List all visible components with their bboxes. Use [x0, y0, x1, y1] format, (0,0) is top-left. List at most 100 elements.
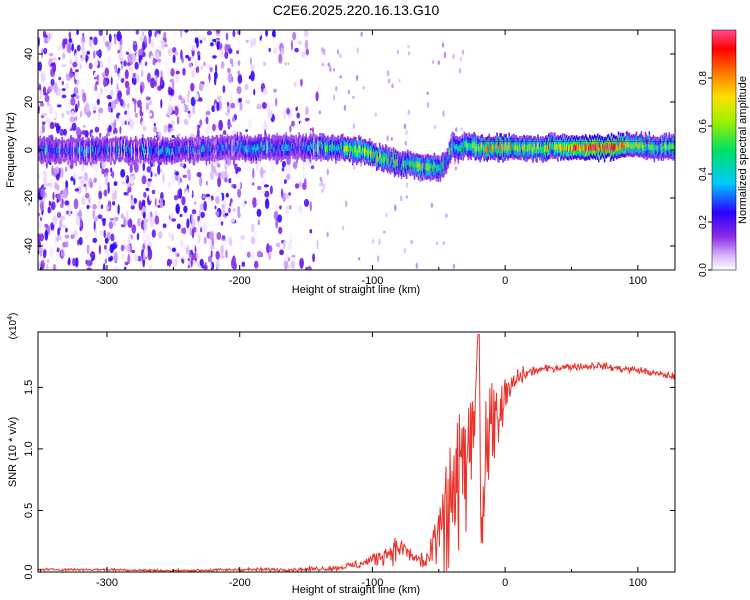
- ridge-cell: [486, 146, 488, 153]
- ridge-cell: [433, 162, 436, 170]
- noise-cell: [42, 112, 47, 117]
- noise-cell: [168, 181, 172, 189]
- noise-cell: [64, 200, 70, 206]
- ridge-cell: [653, 146, 656, 154]
- noise-cell: [234, 163, 238, 170]
- ridge-cell: [555, 145, 557, 151]
- noise-cell: [191, 209, 197, 215]
- ridge-cell: [382, 156, 385, 164]
- noise-cell: [42, 249, 47, 259]
- noise-cell: [146, 166, 152, 173]
- noise-cell: [223, 224, 228, 228]
- noise-cell: [263, 120, 268, 131]
- noise-cell: [227, 118, 231, 130]
- ridge-cell: [430, 162, 433, 168]
- noise-cell: [320, 180, 324, 187]
- noise-cell: [225, 249, 228, 259]
- ridge-cell: [44, 147, 47, 154]
- noise-cell: [108, 124, 112, 133]
- noise-cell: [191, 40, 195, 47]
- ridge-cell: [190, 145, 193, 152]
- ridge-cell: [346, 146, 348, 152]
- ridge-cell: [246, 142, 249, 150]
- ridge-cell: [532, 147, 534, 154]
- noise-cell: [74, 240, 78, 251]
- ridge-cell: [61, 144, 63, 151]
- noise-cell: [141, 175, 147, 185]
- noise-cell: [48, 52, 54, 57]
- ridge-cell: [82, 146, 84, 154]
- noise-cell: [385, 212, 388, 218]
- noise-cell: [39, 200, 44, 212]
- ridge-cell: [267, 144, 269, 151]
- ridge-cell: [215, 143, 218, 151]
- ridge-cell: [136, 147, 138, 156]
- ridge-cell: [597, 145, 600, 154]
- ridge-cell: [390, 156, 393, 164]
- noise-cell: [378, 238, 381, 246]
- ridge-cell: [462, 147, 465, 153]
- ridge-cell: [561, 144, 563, 151]
- ridge-cell: [114, 147, 116, 155]
- ridge-cell: [250, 146, 253, 155]
- ridge-cell: [440, 163, 443, 169]
- ridge-cell: [641, 143, 644, 149]
- noise-cell: [190, 82, 195, 92]
- noise-cell: [419, 178, 422, 183]
- ridge-cell: [222, 144, 225, 151]
- ridge-cell: [343, 146, 345, 153]
- noise-cell: [104, 244, 107, 250]
- noise-cell: [102, 263, 106, 270]
- noise-cell: [180, 238, 184, 249]
- noise-cell: [92, 102, 97, 111]
- noise-cell: [75, 215, 80, 226]
- noise-cell: [66, 208, 71, 212]
- ridge-cell: [519, 144, 521, 151]
- ridge-cell: [288, 144, 290, 152]
- ridge-cell: [625, 140, 628, 148]
- noise-cell: [230, 212, 233, 218]
- noise-cell: [114, 33, 117, 45]
- noise-cell: [153, 125, 158, 133]
- noise-cell: [318, 110, 321, 115]
- noise-cell: [316, 239, 319, 250]
- ridge-cell: [145, 149, 147, 155]
- ridge-cell: [583, 145, 586, 152]
- noise-cell: [347, 89, 351, 95]
- noise-cell: [214, 50, 218, 54]
- ridge-cell: [645, 143, 648, 151]
- noise-cell: [38, 220, 43, 231]
- ridge-cell: [150, 145, 152, 152]
- noise-cell: [38, 233, 41, 244]
- noise-cell: [149, 216, 155, 228]
- ridge-cell: [500, 142, 502, 151]
- noise-cell: [52, 62, 57, 73]
- noise-cell: [199, 258, 204, 267]
- noise-cell: [114, 190, 117, 200]
- x-tick-label: 100: [629, 275, 647, 287]
- ridge-cell: [347, 144, 349, 151]
- noise-cell: [176, 116, 180, 125]
- ridge-cell: [371, 151, 374, 159]
- ridge-cell: [170, 148, 173, 156]
- ridge-cell: [251, 145, 254, 150]
- noise-cell: [88, 62, 93, 70]
- noise-cell: [430, 202, 434, 208]
- ridge-cell: [381, 154, 384, 162]
- noise-cell: [205, 77, 210, 88]
- noise-cell: [92, 237, 98, 243]
- noise-cell: [268, 245, 273, 253]
- noise-cell: [65, 240, 69, 248]
- noise-cell: [98, 256, 102, 264]
- noise-cell: [232, 208, 236, 212]
- ridge-cell: [639, 141, 642, 148]
- ridge-cell: [162, 146, 165, 154]
- noise-cell: [142, 211, 146, 219]
- ridge-cell: [200, 146, 203, 153]
- noise-cell: [155, 261, 158, 270]
- ridge-cell: [310, 141, 312, 147]
- ridge-cell: [474, 143, 476, 152]
- ridge-cell: [506, 145, 508, 151]
- snr-y-multiplier: (x104): [7, 313, 19, 340]
- ridge-cell: [401, 159, 404, 166]
